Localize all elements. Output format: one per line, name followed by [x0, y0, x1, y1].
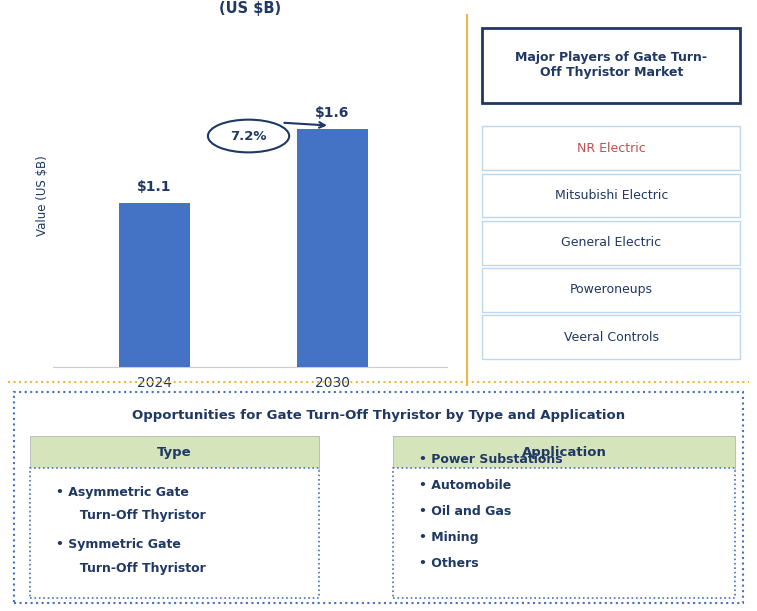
- Text: • Power Substations: • Power Substations: [419, 453, 563, 466]
- Bar: [119, 203, 190, 367]
- FancyBboxPatch shape: [394, 436, 734, 469]
- Text: Turn-Off Thyristor: Turn-Off Thyristor: [70, 510, 205, 522]
- Text: Poweroneups: Poweroneups: [570, 284, 653, 296]
- Text: $1.6: $1.6: [315, 106, 350, 120]
- Text: General Electric: General Electric: [561, 236, 662, 249]
- Text: $1.1: $1.1: [137, 180, 172, 194]
- Title: Global Gate Turn-Off Thyristor Market
(US $B): Global Gate Turn-Off Thyristor Market (U…: [93, 0, 407, 16]
- Text: • Automobile: • Automobile: [419, 479, 512, 492]
- Y-axis label: Value (US $B): Value (US $B): [36, 155, 48, 236]
- FancyBboxPatch shape: [482, 315, 740, 359]
- Text: • Asymmetric Gate: • Asymmetric Gate: [56, 486, 188, 499]
- Text: Turn-Off Thyristor: Turn-Off Thyristor: [70, 562, 205, 574]
- FancyBboxPatch shape: [482, 268, 740, 312]
- Text: Application: Application: [522, 446, 606, 459]
- FancyBboxPatch shape: [394, 468, 734, 598]
- Bar: [297, 128, 368, 367]
- Text: Major Players of Gate Turn-
Off Thyristor Market: Major Players of Gate Turn- Off Thyristo…: [516, 51, 707, 79]
- Text: Source: Lucintel: Source: Lucintel: [333, 429, 447, 442]
- Text: 7.2%: 7.2%: [230, 130, 266, 142]
- FancyBboxPatch shape: [30, 468, 319, 598]
- Text: • Others: • Others: [419, 557, 479, 570]
- Text: Opportunities for Gate Turn-Off Thyristor by Type and Application: Opportunities for Gate Turn-Off Thyristo…: [132, 409, 625, 422]
- Text: Mitsubishi Electric: Mitsubishi Electric: [555, 189, 668, 202]
- Text: NR Electric: NR Electric: [577, 142, 646, 155]
- FancyBboxPatch shape: [482, 126, 740, 170]
- Text: • Symmetric Gate: • Symmetric Gate: [56, 538, 181, 551]
- Text: • Mining: • Mining: [419, 531, 478, 544]
- Text: Veeral Controls: Veeral Controls: [564, 331, 659, 343]
- FancyBboxPatch shape: [14, 392, 743, 602]
- FancyBboxPatch shape: [482, 221, 740, 265]
- FancyBboxPatch shape: [482, 28, 740, 103]
- Text: • Oil and Gas: • Oil and Gas: [419, 505, 512, 518]
- FancyBboxPatch shape: [482, 174, 740, 218]
- Text: Type: Type: [157, 446, 192, 459]
- FancyBboxPatch shape: [30, 436, 319, 469]
